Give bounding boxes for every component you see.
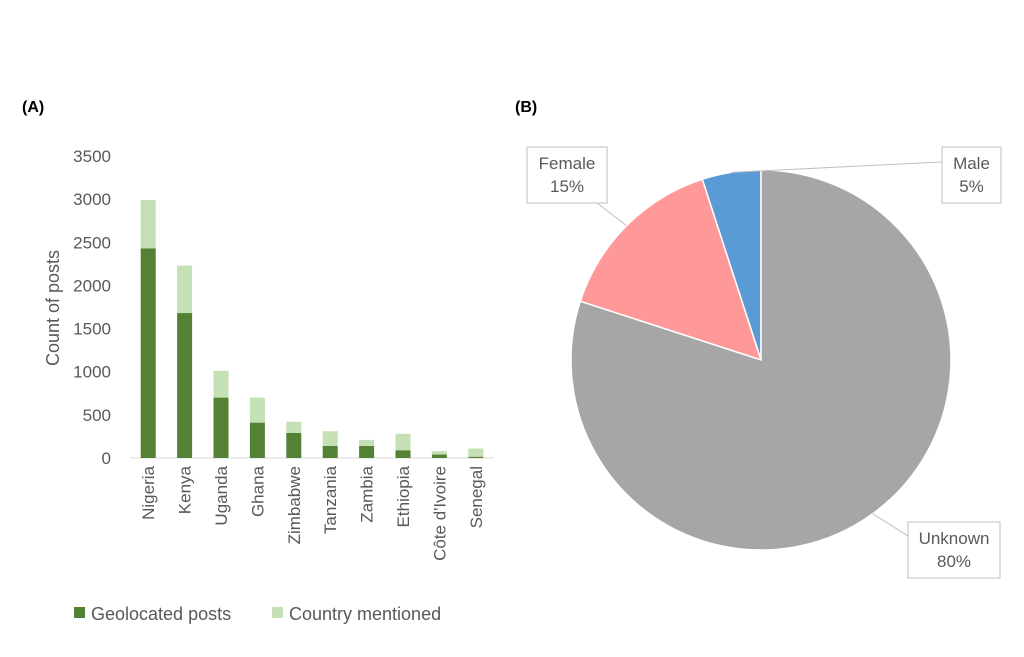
bar-geolocated <box>359 445 375 458</box>
pie-slice-unknown <box>570 169 952 551</box>
x-tick-label: Ethiopia <box>394 465 413 527</box>
y-axis-title: Count of posts <box>43 250 63 366</box>
pie-chart: Female 15% Male 5% Unknown 80% <box>526 146 1002 579</box>
callout-male-box <box>941 146 1002 204</box>
bar-geolocated <box>431 454 447 458</box>
y-tick-label: 3000 <box>73 190 111 209</box>
callout-female-value: 15% <box>550 177 584 196</box>
callout-female-box <box>526 146 608 204</box>
panel-label-a: (A) <box>22 99 45 116</box>
x-tick-label: Uganda <box>212 465 231 525</box>
bar-mentioned <box>359 439 375 446</box>
x-tick-label: Côte d'Ivoire <box>430 466 449 561</box>
bar-geolocated <box>322 445 338 458</box>
callout-male-value: 5% <box>959 177 984 196</box>
bar-geolocated <box>395 450 411 458</box>
callout-unknown-box <box>907 521 1001 579</box>
callout-unknown-value: 80% <box>937 552 971 571</box>
bar-mentioned <box>322 431 338 446</box>
bar-chart: 0 500 1000 1500 2000 2500 3000 3500 Nigeria Kenya… <box>43 147 494 624</box>
x-tick-label: Nigeria <box>139 465 158 519</box>
y-tick-label: 3500 <box>73 147 111 166</box>
y-tick-label: 1500 <box>73 320 111 339</box>
bar-geolocated <box>286 432 302 458</box>
legend-label: Geolocated posts <box>91 604 231 624</box>
x-tick-label: Kenya <box>176 465 195 514</box>
callout-female-label: Female <box>539 154 596 173</box>
y-tick-label: 2500 <box>73 233 111 252</box>
y-tick-label: 0 <box>102 449 111 468</box>
x-tick-label: Zimbabwe <box>285 466 304 544</box>
legend-swatch <box>272 607 283 618</box>
x-tick-label: Senegal <box>467 466 486 528</box>
x-tick-label: Ghana <box>248 465 267 517</box>
bar-mentioned <box>140 200 156 249</box>
bar-mentioned <box>286 421 302 433</box>
callout-female-leader <box>596 202 627 227</box>
y-tick-label: 500 <box>83 406 111 425</box>
callout-unknown-leader <box>872 513 909 537</box>
y-tick-label: 2000 <box>73 276 111 295</box>
x-tick-label: Tanzania <box>321 465 340 534</box>
bar-mentioned <box>177 265 193 314</box>
bar-geolocated <box>468 456 484 458</box>
callout-male-label: Male <box>953 154 990 173</box>
panel-label-b: (B) <box>515 99 538 116</box>
bar-mentioned <box>468 448 484 457</box>
legend-swatch <box>74 607 85 618</box>
bar-geolocated <box>249 422 265 458</box>
bar-geolocated <box>177 313 193 458</box>
x-tick-label: Zambia <box>358 465 377 522</box>
legend-label: Country mentioned <box>289 604 441 624</box>
y-tick-label: 1000 <box>73 363 111 382</box>
bar-mentioned <box>249 397 265 423</box>
callout-unknown-label: Unknown <box>919 529 990 548</box>
bar-geolocated <box>140 248 156 458</box>
bar-mentioned <box>431 451 447 455</box>
bar-mentioned <box>213 370 229 398</box>
bar-geolocated <box>213 397 229 458</box>
callout-male-leader <box>731 161 943 173</box>
bar-mentioned <box>395 433 411 451</box>
